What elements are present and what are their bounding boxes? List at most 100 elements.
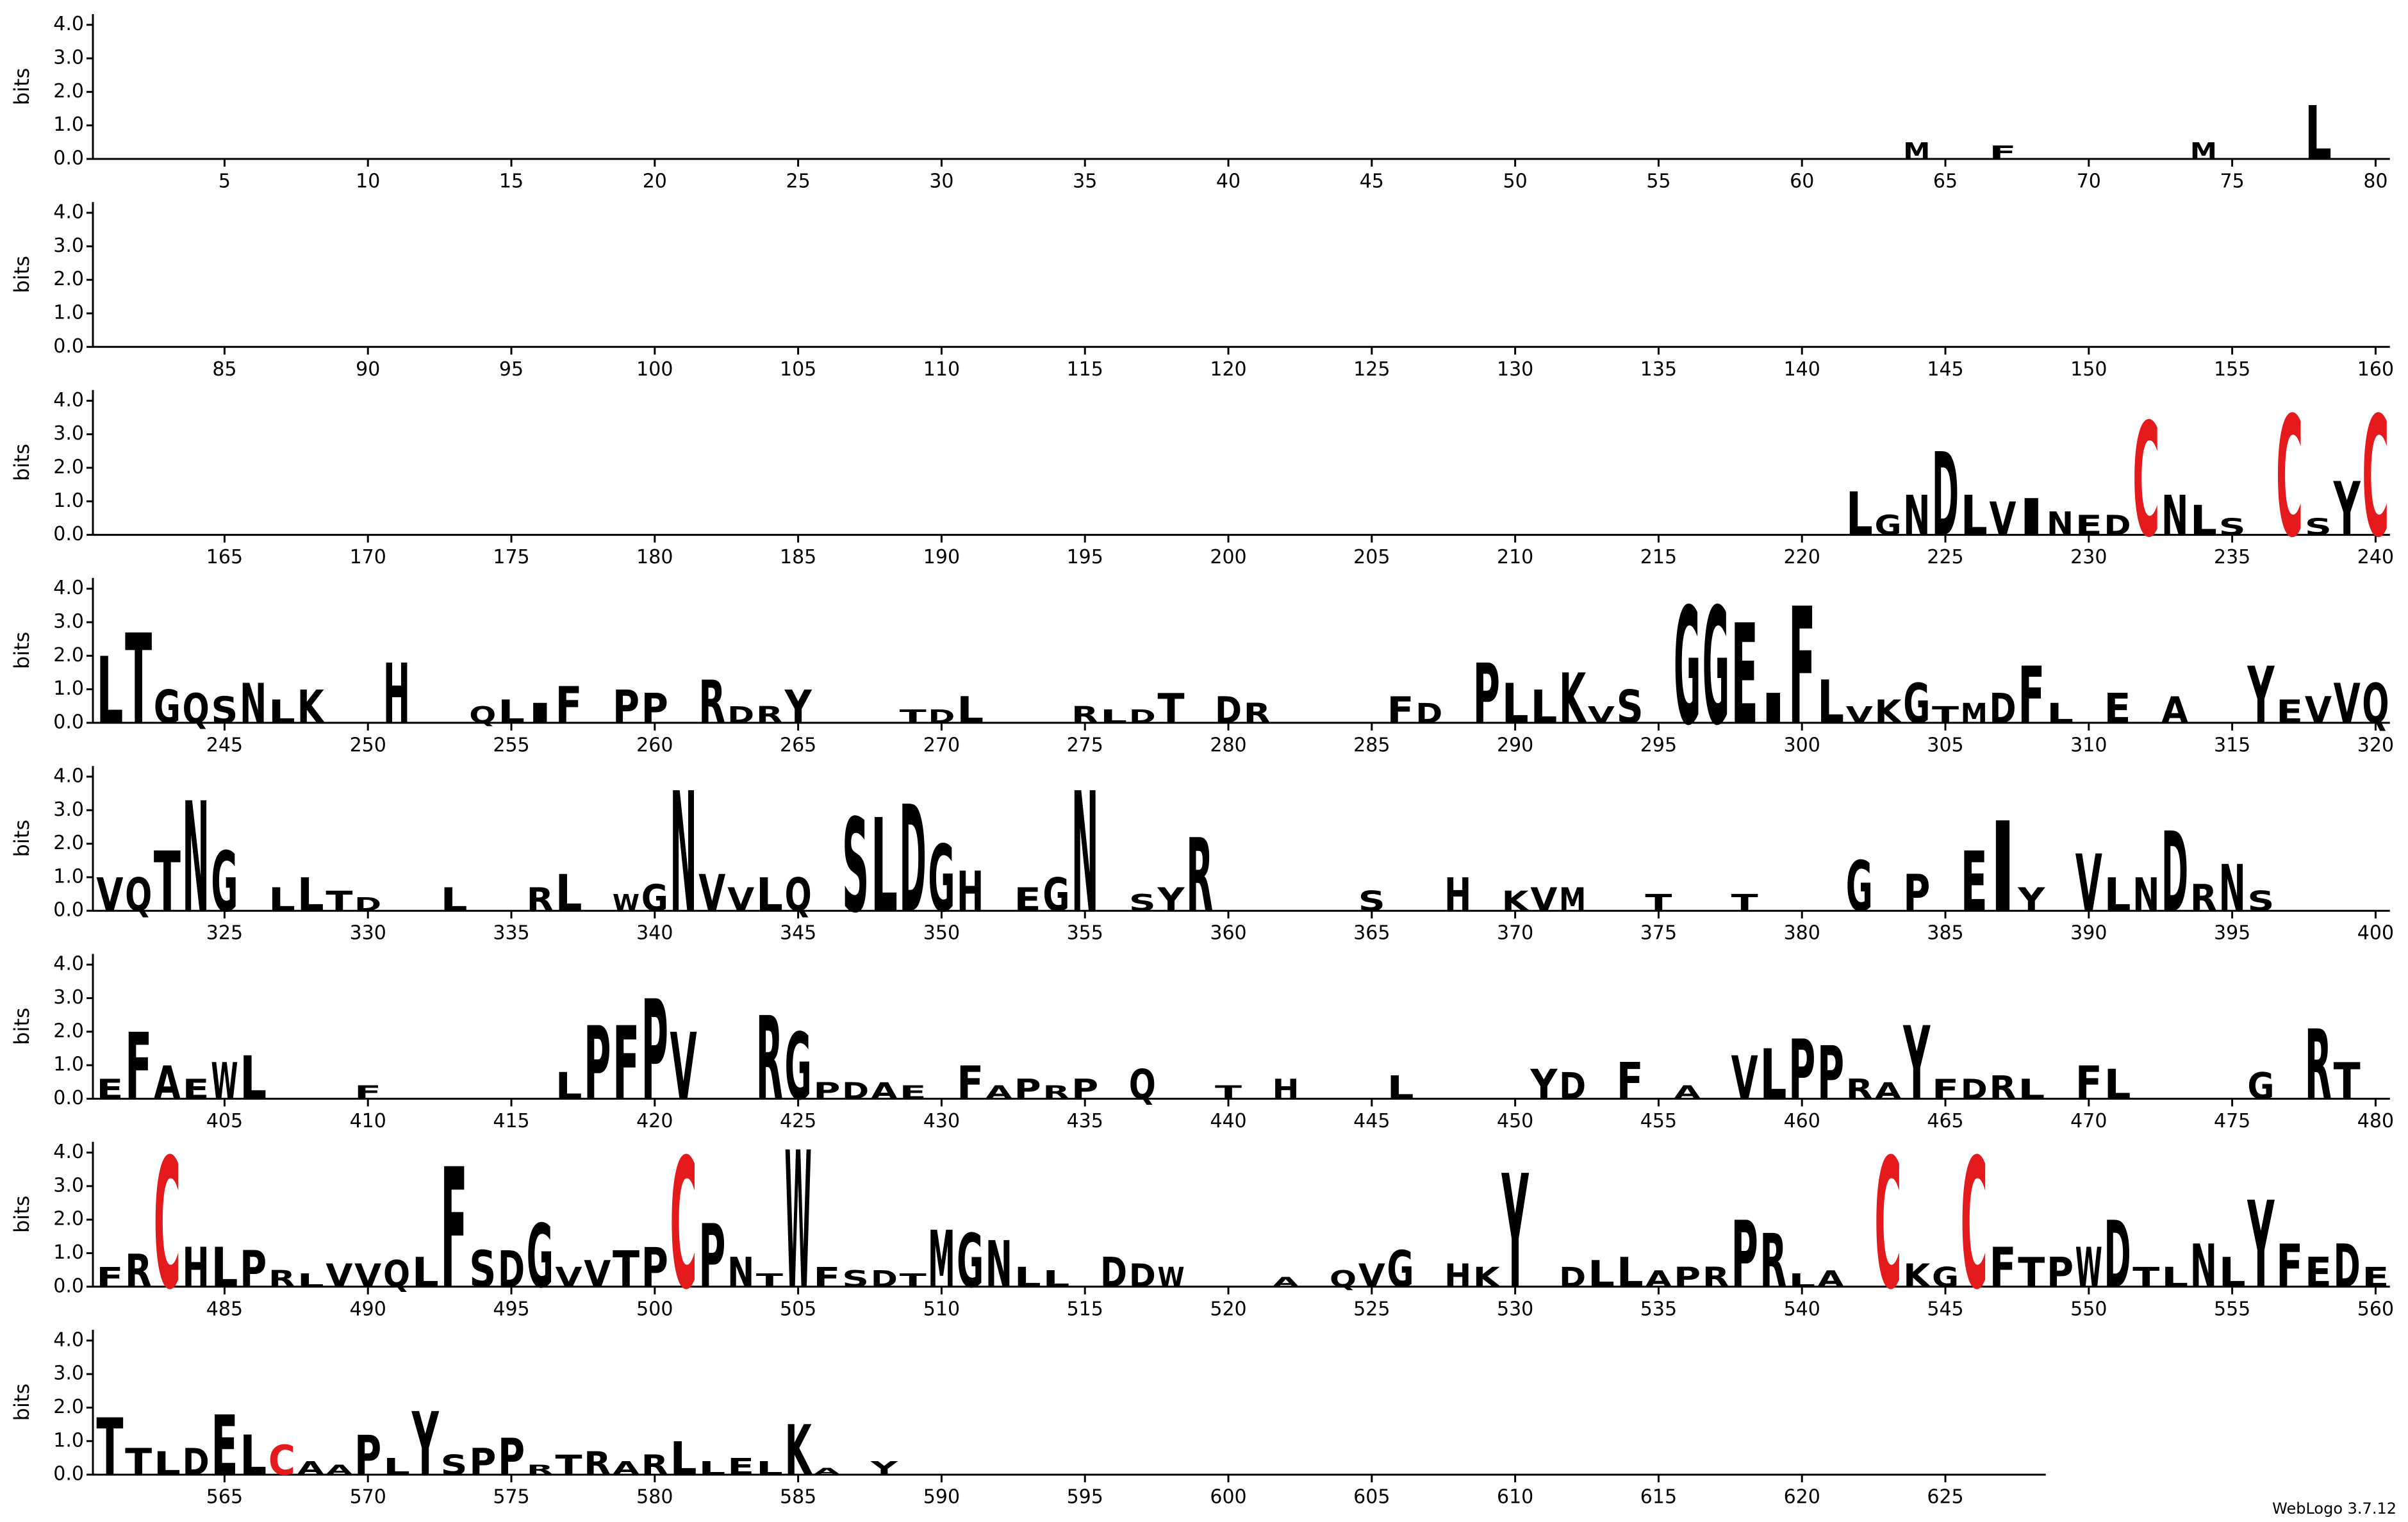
logo-letter: D [2104, 1202, 2131, 1309]
logo-letter: W [613, 889, 639, 916]
x-tick-label: 250 [350, 734, 386, 756]
y-tick-label: 2.0 [53, 456, 84, 478]
logo-letter: N [1903, 483, 1930, 548]
x-tick-label: 100 [636, 358, 673, 381]
logo-letter: G [928, 826, 955, 933]
x-tick-label: 240 [2357, 546, 2394, 568]
logo-letter: A [871, 1077, 898, 1104]
logo-letter: V [354, 1257, 381, 1295]
y-tick-label: 0.0 [53, 147, 84, 170]
x-tick-label: 285 [1353, 734, 1390, 756]
logo-letter: K [297, 680, 326, 734]
logo-letter: V [584, 1253, 611, 1296]
logo-letter: I [2018, 488, 2045, 547]
logo-letter: P [498, 1428, 525, 1487]
x-tick-label: 70 [2077, 170, 2101, 193]
logo-letter: A [1674, 1082, 1701, 1103]
y-tick-label: 1.0 [53, 301, 84, 324]
y-tick-label: 2.0 [53, 644, 84, 666]
logo-letter: F [96, 1262, 123, 1294]
x-tick-label: 430 [923, 1110, 960, 1132]
logo-letter: R [1043, 1082, 1069, 1103]
logo-letter: H [183, 1236, 210, 1300]
logo-letter: T [2334, 1052, 2361, 1111]
x-tick-label: 585 [780, 1486, 816, 1509]
y-axis-label: bits [10, 1384, 34, 1421]
x-tick-label: 590 [923, 1486, 960, 1509]
logo-letter: T [556, 1450, 582, 1482]
logo-letter: E [2104, 684, 2131, 732]
x-tick-label: 535 [1640, 1298, 1677, 1320]
logo-letter: F [354, 1082, 381, 1103]
x-tick-label: 265 [780, 734, 816, 756]
logo-letter: Q [125, 868, 152, 922]
x-tick-label: 130 [1497, 358, 1533, 381]
x-tick-label: 570 [350, 1486, 386, 1509]
logo-letter: A [154, 1056, 181, 1110]
x-tick-label: 580 [636, 1486, 673, 1509]
x-tick-label: 150 [2070, 358, 2107, 381]
y-tick-label: 1.0 [53, 1241, 84, 1264]
x-tick-label: 460 [1784, 1110, 1820, 1132]
logo-letter: Y [2247, 651, 2275, 741]
x-tick-label: 195 [1067, 546, 1103, 568]
logo-letter: Q [2362, 672, 2389, 736]
logo-letter: F [1617, 1052, 1644, 1111]
y-tick-label: 3.0 [53, 47, 84, 69]
logo-letter: L [670, 1432, 697, 1485]
logo-letter: R [584, 1445, 611, 1482]
logo-letter: F [1387, 689, 1414, 732]
logo-letter: E [1731, 595, 1758, 756]
logo-letter: L [268, 693, 295, 731]
x-tick-label: 400 [2357, 922, 2394, 945]
x-tick-label: 5 [219, 170, 231, 193]
logo-letter: L [2104, 1061, 2131, 1109]
y-tick-label: 0.0 [53, 1087, 84, 1109]
logo-letter: T [613, 1240, 639, 1299]
y-tick-label: 0.0 [53, 1275, 84, 1297]
logo-letter: P [354, 1423, 381, 1488]
x-tick-label: 515 [1067, 1298, 1103, 1320]
y-axis-label: bits [10, 1196, 34, 1233]
logo-letter: F [2276, 1231, 2303, 1301]
logo-letter: R [1186, 818, 1213, 936]
logo-letter: V [2075, 840, 2102, 930]
logo-letter: R [527, 1462, 554, 1478]
logo-letter: W [2075, 1236, 2102, 1300]
x-tick-label: 145 [1927, 358, 1963, 381]
x-tick-label: 355 [1067, 922, 1103, 945]
logo-letter: N [2190, 1231, 2217, 1301]
logo-letter: L [412, 1248, 439, 1296]
logo-letter: E [2075, 509, 2102, 542]
logo-letter: L [96, 638, 123, 745]
x-tick-label: 305 [1927, 734, 1963, 756]
x-tick-label: 410 [350, 1110, 386, 1132]
x-tick-label: 170 [350, 546, 386, 568]
x-tick-label: 595 [1067, 1486, 1103, 1509]
logo-letter: L [1588, 1253, 1615, 1296]
logo-letter: F [125, 1014, 152, 1121]
logo-letter: E [183, 1073, 210, 1105]
logo-letter: I [527, 698, 554, 730]
x-tick-label: 185 [780, 546, 816, 568]
logo-letter: L [240, 1423, 267, 1488]
logo-letter: Y [1902, 1005, 1931, 1123]
x-tick-label: 315 [2214, 734, 2250, 756]
logo-letter: R [756, 702, 783, 729]
logo-letter: F [813, 1262, 840, 1294]
logo-letter: G [211, 835, 238, 931]
logo-letter: L [1502, 672, 1529, 736]
x-tick-label: 120 [1210, 358, 1246, 381]
logo-letter: C [268, 1436, 295, 1484]
logo-letter: S [1129, 889, 1156, 916]
logo-letter: R [698, 667, 725, 737]
logo-letter: S [2305, 513, 2332, 540]
logo-letter: K [1473, 1262, 1501, 1294]
logo-letter: M [1559, 881, 1586, 918]
logo-letter: D [842, 1077, 869, 1104]
logo-letter: K [1874, 693, 1902, 731]
logo-letter: G [1932, 1262, 1959, 1294]
x-tick-label: 525 [1353, 1298, 1390, 1320]
x-tick-label: 530 [1497, 1298, 1533, 1320]
